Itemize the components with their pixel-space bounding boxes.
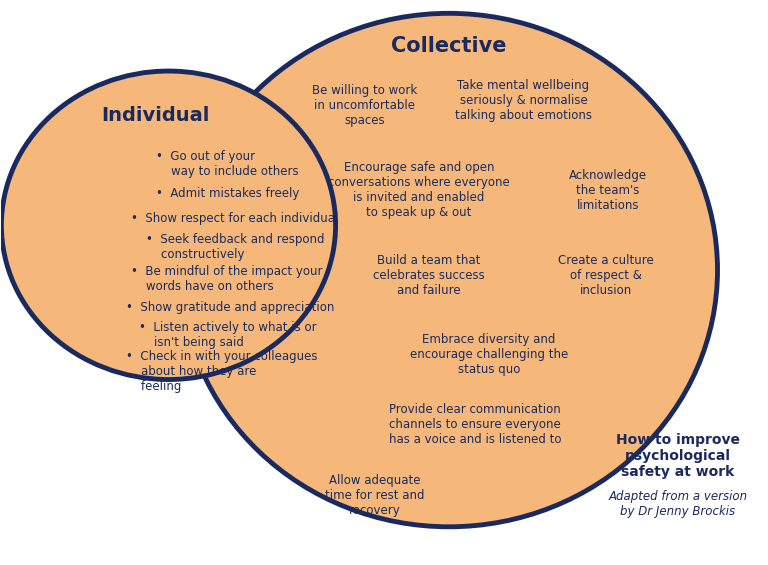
Text: Individual: Individual xyxy=(101,106,210,125)
Text: Adapted from a version
by Dr Jenny Brockis: Adapted from a version by Dr Jenny Brock… xyxy=(608,490,747,518)
Text: Allow adequate
time for rest and
recovery: Allow adequate time for rest and recover… xyxy=(325,475,424,518)
Text: How to improve
psychological
safety at work: How to improve psychological safety at w… xyxy=(616,433,740,479)
Text: •  Seek feedback and respond
    constructively: • Seek feedback and respond constructive… xyxy=(146,233,324,261)
Text: •  Be mindful of the impact your
    words have on others: • Be mindful of the impact your words ha… xyxy=(131,265,323,293)
Text: Acknowledge
the team's
limitations: Acknowledge the team's limitations xyxy=(569,169,647,212)
Text: Embrace diversity and
encourage challenging the
status quo: Embrace diversity and encourage challeng… xyxy=(409,333,568,376)
Ellipse shape xyxy=(2,71,336,380)
Text: •  Listen actively to what is or
    isn't being said: • Listen actively to what is or isn't be… xyxy=(139,321,316,349)
Text: •  Show respect for each individual: • Show respect for each individual xyxy=(131,212,338,225)
Text: Create a culture
of respect &
inclusion: Create a culture of respect & inclusion xyxy=(558,254,654,297)
Text: Be willing to work
in uncomfortable
spaces: Be willing to work in uncomfortable spac… xyxy=(312,84,417,127)
Text: Encourage safe and open
conversations where everyone
is invited and enabled
to s: Encourage safe and open conversations wh… xyxy=(328,162,510,219)
Ellipse shape xyxy=(180,14,717,527)
Text: Take mental wellbeing
seriously & normalise
talking about emotions: Take mental wellbeing seriously & normal… xyxy=(455,80,592,123)
Text: Provide clear communication
channels to ensure everyone
has a voice and is liste: Provide clear communication channels to … xyxy=(389,403,561,446)
Text: Build a team that
celebrates success
and failure: Build a team that celebrates success and… xyxy=(373,254,485,297)
Text: •  Admit mistakes freely: • Admit mistakes freely xyxy=(156,187,299,200)
Text: Collective: Collective xyxy=(391,36,507,56)
Text: •  Go out of your
    way to include others: • Go out of your way to include others xyxy=(156,150,298,177)
Text: •  Show gratitude and appreciation: • Show gratitude and appreciation xyxy=(126,301,334,314)
Text: •  Check in with your colleagues
    about how they are
    feeling: • Check in with your colleagues about ho… xyxy=(126,350,317,393)
